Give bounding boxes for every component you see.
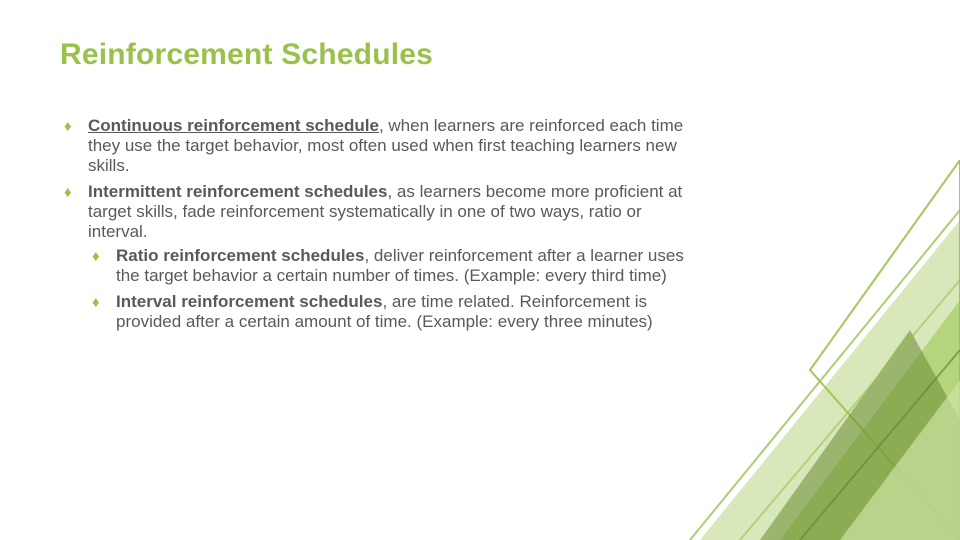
list-item: Interval reinforcement schedules, are ti… <box>88 292 700 332</box>
sub-bullet-list: Ratio reinforcement schedules, deliver r… <box>88 246 700 332</box>
bullet-list: Continuous reinforcement schedule, when … <box>60 116 700 332</box>
bold-underlined-term: Continuous reinforcement schedule <box>88 116 379 135</box>
body-content: Continuous reinforcement schedule, when … <box>60 116 700 332</box>
bold-term: Interval reinforcement schedules <box>116 292 382 311</box>
list-item: Continuous reinforcement schedule, when … <box>60 116 700 176</box>
bold-term: Intermittent reinforcement schedules <box>88 182 387 201</box>
list-item: Intermittent reinforcement schedules, as… <box>60 182 700 332</box>
slide-title: Reinforcement Schedules <box>60 38 900 72</box>
slide: Reinforcement Schedules Continuous reinf… <box>0 0 960 540</box>
list-item: Ratio reinforcement schedules, deliver r… <box>88 246 700 286</box>
bold-term: Ratio reinforcement schedules <box>116 246 364 265</box>
